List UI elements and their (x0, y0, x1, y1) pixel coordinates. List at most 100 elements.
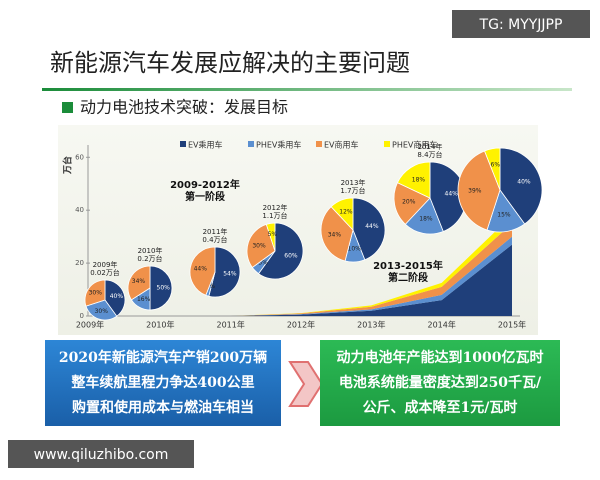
pie-total: 0.2万台 (137, 254, 162, 263)
slice-label: 54% (223, 270, 237, 277)
battery-text: 动力电池年产能达到1000亿瓦时 (337, 349, 544, 366)
x-tick-label: 2011年 (216, 320, 244, 330)
slice-label: 30% (95, 308, 109, 315)
chart: 万台 0 20 40 60 2009年 2010年 2011年 2012年 2013年 2014年 2… (62, 140, 543, 330)
slice-label: 60% (284, 253, 298, 260)
slice-label: 15% (497, 211, 511, 218)
pie-slice (320, 206, 354, 262)
pie-total: 1.7万台 (340, 186, 365, 195)
y-tick-label: 0 (80, 312, 84, 320)
x-tick-label: 2015年 (498, 320, 526, 330)
battery-text: 电池系统能量密度达到250千瓦/ (339, 374, 542, 391)
battery-box (320, 340, 560, 426)
goal-box (45, 340, 281, 426)
y-axis-label: 万台 (62, 156, 74, 175)
slice-label: 18% (419, 216, 433, 223)
pie-slice (208, 246, 241, 298)
x-tick-label: 2009年 (76, 320, 104, 330)
slice-label: 16% (137, 296, 151, 303)
footer: www.qiluzhibo.com (34, 447, 169, 463)
pie-slice (84, 279, 106, 307)
slice-label: 20% (402, 199, 416, 206)
area (90, 244, 512, 316)
pie-slice (330, 197, 354, 232)
pie-slice (127, 265, 151, 301)
pie-slice (246, 223, 276, 269)
slice-label: 12% (339, 209, 353, 216)
legend-label: PHEV乘用车 (256, 140, 301, 150)
legend-label: EV乘用车 (188, 140, 223, 150)
legend-swatch (316, 141, 322, 147)
pie-year: 2013年 (341, 178, 366, 187)
phase-label: 2009-2012年 (170, 178, 240, 191)
pie-slice (257, 222, 304, 280)
slice-label: 44% (445, 190, 459, 197)
slice-label: 2% (206, 283, 216, 290)
slice-label: 30% (252, 242, 266, 249)
slice-label: 34% (328, 231, 342, 238)
x-tick-label: 2010年 (146, 320, 174, 330)
phase-label: 第二阶段 (388, 271, 428, 284)
goal-text: 整车续航里程力争达400公里 (70, 374, 254, 391)
pie-slice (104, 279, 126, 317)
slide-title: 新能源汽车发展应解决的主要问题 (50, 49, 410, 77)
phase-label: 2013-2015年 (373, 259, 443, 272)
slice-label: 30% (89, 289, 103, 296)
y-tick-label: 20 (75, 259, 84, 267)
legend-swatch (180, 141, 186, 147)
pie-year: 2014年 (418, 142, 443, 151)
slice-label: 50% (157, 285, 171, 292)
pie-slice (396, 161, 431, 199)
x-tick-label: 2012年 (287, 320, 315, 330)
slice-label: 6% (491, 162, 501, 169)
pie-slice (404, 197, 444, 235)
watermark-box (452, 10, 590, 38)
pie-slice (499, 147, 543, 225)
arrow (288, 361, 324, 407)
goal-text: 购置和使用成本与燃油车相当 (72, 399, 254, 416)
phase-label: 第一阶段 (185, 190, 225, 203)
slice-label: 10% (348, 246, 362, 253)
legend-swatch (384, 141, 390, 147)
legend-swatch (248, 141, 254, 147)
slice-label: 40% (110, 293, 124, 300)
slice-label: 40% (517, 179, 531, 186)
pie-slice (149, 265, 173, 311)
pie-slice (189, 246, 216, 296)
slice-label: 34% (132, 278, 146, 285)
watermark: TG: MYYJJPP (479, 17, 563, 33)
goal-text: 2020年新能源汽车产销200万辆 (59, 349, 267, 366)
pie-total: 8.4万台 (417, 150, 442, 159)
x-tick-label: 2013年 (357, 320, 385, 330)
y-tick-label: 60 (75, 153, 84, 161)
slice-label: 39% (468, 187, 482, 194)
y-tick-label: 40 (75, 206, 84, 214)
legend-label: EV商用车 (324, 140, 359, 150)
pie-slice (484, 147, 501, 191)
slice-label: 44% (365, 223, 379, 230)
slice-label: 5% (258, 259, 268, 266)
pie-total: 0.4万台 (202, 235, 227, 244)
footer-box (8, 440, 194, 468)
pie-year: 2009年 (93, 260, 118, 269)
battery-text: 公斤、成本降至1元/瓦时 (363, 399, 518, 416)
pie-year: 2011年 (203, 227, 228, 236)
pie-total: 0.02万台 (90, 268, 120, 277)
pie-slice (265, 222, 276, 252)
pie-year: 2012年 (263, 203, 288, 212)
bullet (62, 102, 73, 113)
title-rule (42, 88, 572, 91)
slice-label: 5% (268, 231, 278, 238)
slice-label: 18% (412, 176, 426, 183)
pie-slice (85, 299, 118, 321)
subtitle: 动力电池技术突破：发展目标 (80, 98, 288, 117)
pie-slice (352, 197, 386, 261)
pie-total: 1.1万台 (262, 211, 287, 220)
legend-label: PHEV商用车 (392, 140, 437, 150)
pie-slice (393, 182, 431, 225)
pie-year: 2010年 (138, 246, 163, 255)
slice-label: 44% (194, 266, 208, 273)
x-tick-label: 2014年 (427, 320, 455, 330)
pie-slice (457, 150, 501, 231)
